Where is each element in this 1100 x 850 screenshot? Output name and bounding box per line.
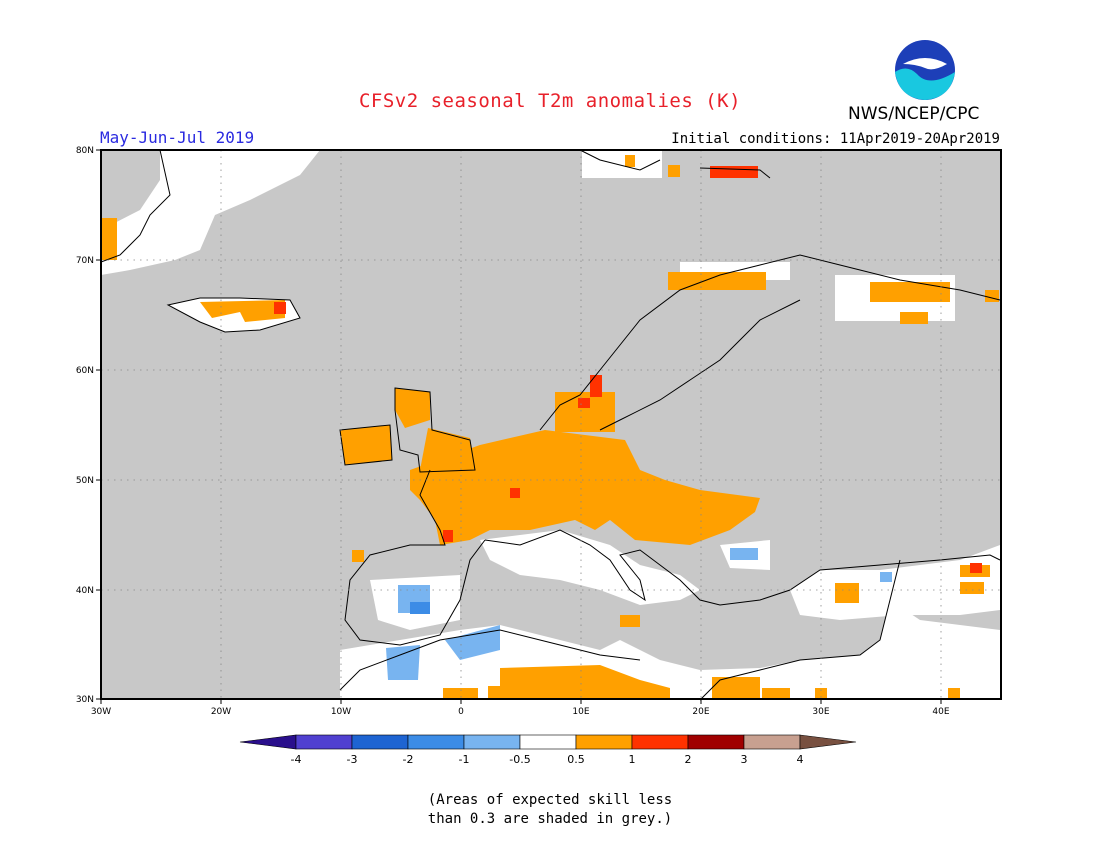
period-label: May-Jun-Jul 2019	[100, 128, 255, 147]
lat-label: 80N	[76, 146, 94, 156]
graticule	[101, 150, 1000, 699]
lon-label: 10W	[331, 707, 351, 717]
lat-label: 40N	[76, 586, 94, 596]
lon-label: 30W	[91, 707, 111, 717]
coastlines	[100, 149, 1001, 701]
lat-label: 30N	[76, 695, 94, 705]
skill-note-line1: (Areas of expected skill less	[427, 792, 673, 808]
skill-note-line2: than 0.3 are shaded in grey.)	[427, 811, 673, 827]
chart-title: CFSv2 seasonal T2m anomalies (K)	[358, 90, 742, 112]
lon-label: 20W	[211, 707, 231, 717]
anomaly-regions	[101, 150, 1000, 699]
initial-conditions-label: Initial conditions: 11Apr2019-20Apr2019	[671, 131, 1000, 147]
lon-label: 30E	[812, 707, 829, 717]
axis-ticks	[96, 149, 942, 704]
lon-label: 10E	[572, 707, 589, 717]
lat-label: 60N	[76, 366, 94, 376]
lon-label: 0	[458, 707, 464, 717]
noaa-logo-icon	[895, 40, 955, 100]
map-border	[100, 149, 1002, 700]
lon-label: 20E	[692, 707, 709, 717]
lat-label: 70N	[76, 256, 94, 266]
lon-label: 40E	[932, 707, 949, 717]
organization-label: NWS/NCEP/CPC	[848, 104, 980, 124]
lat-label: 50N	[76, 476, 94, 486]
